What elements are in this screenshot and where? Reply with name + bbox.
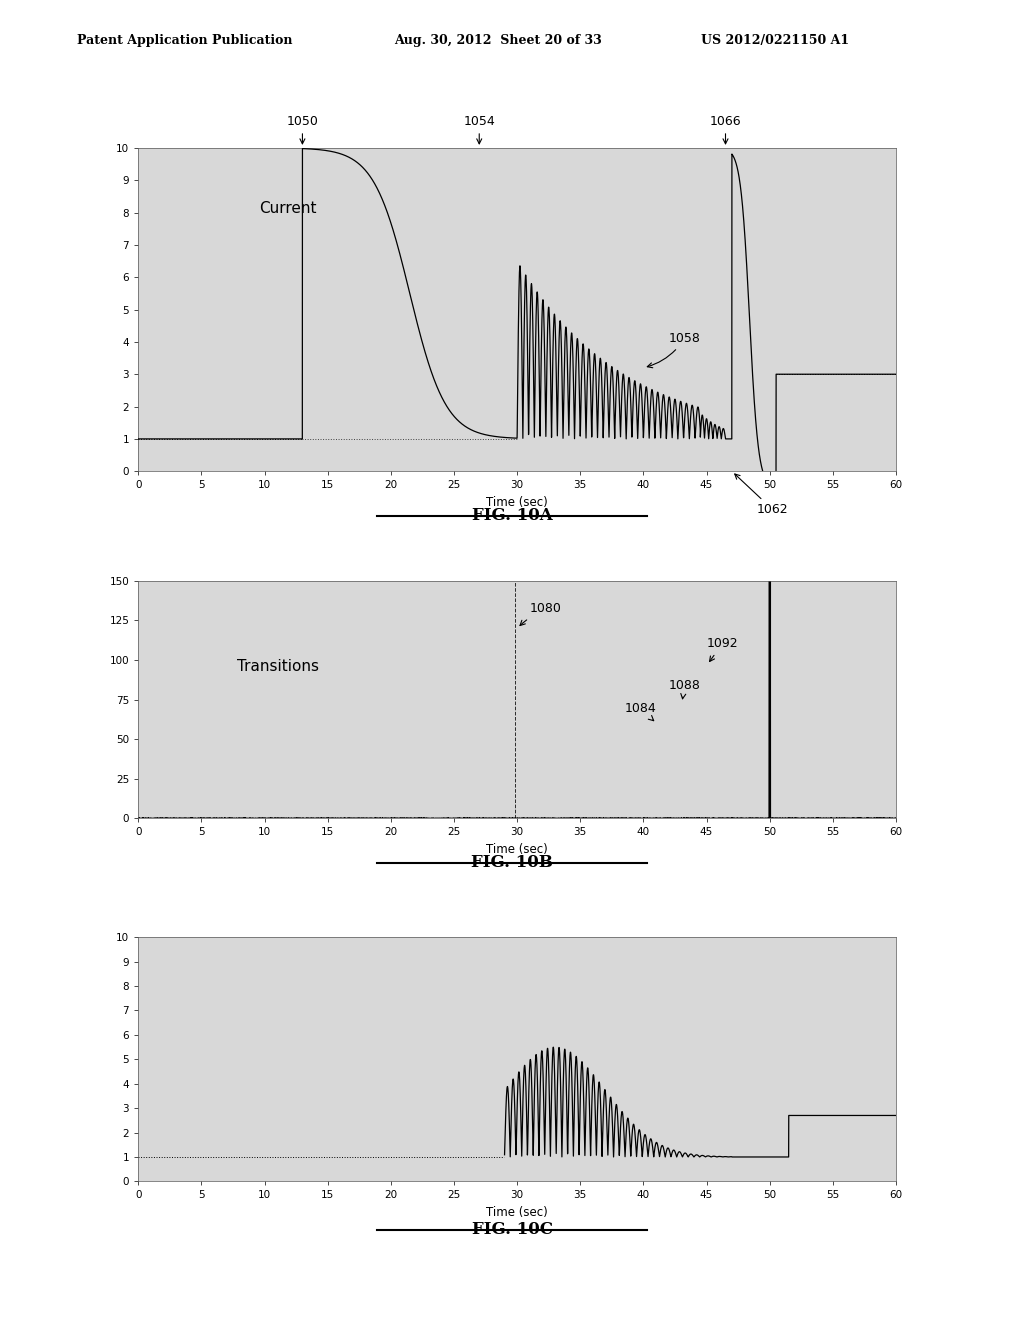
Text: Transitions: Transitions [237,659,318,675]
Text: 1084: 1084 [625,702,656,721]
Text: FIG. 10A: FIG. 10A [472,507,552,524]
X-axis label: Time (sec): Time (sec) [486,843,548,855]
Text: Aug. 30, 2012  Sheet 20 of 33: Aug. 30, 2012 Sheet 20 of 33 [394,34,602,48]
Text: 1088: 1088 [669,678,700,698]
Text: FIG. 10B: FIG. 10B [471,854,553,871]
Text: 1050: 1050 [287,115,318,144]
Text: 1092: 1092 [707,638,738,661]
Text: 1058: 1058 [647,331,700,368]
Text: 1054: 1054 [463,115,496,144]
Text: 1080: 1080 [520,602,561,626]
Text: 1066: 1066 [710,115,741,144]
Text: Current: Current [259,201,317,215]
Text: FIG. 10C: FIG. 10C [471,1221,553,1238]
Text: US 2012/0221150 A1: US 2012/0221150 A1 [701,34,850,48]
Text: Patent Application Publication: Patent Application Publication [77,34,292,48]
Text: 1062: 1062 [735,474,788,516]
X-axis label: Time (sec): Time (sec) [486,496,548,508]
X-axis label: Time (sec): Time (sec) [486,1206,548,1218]
